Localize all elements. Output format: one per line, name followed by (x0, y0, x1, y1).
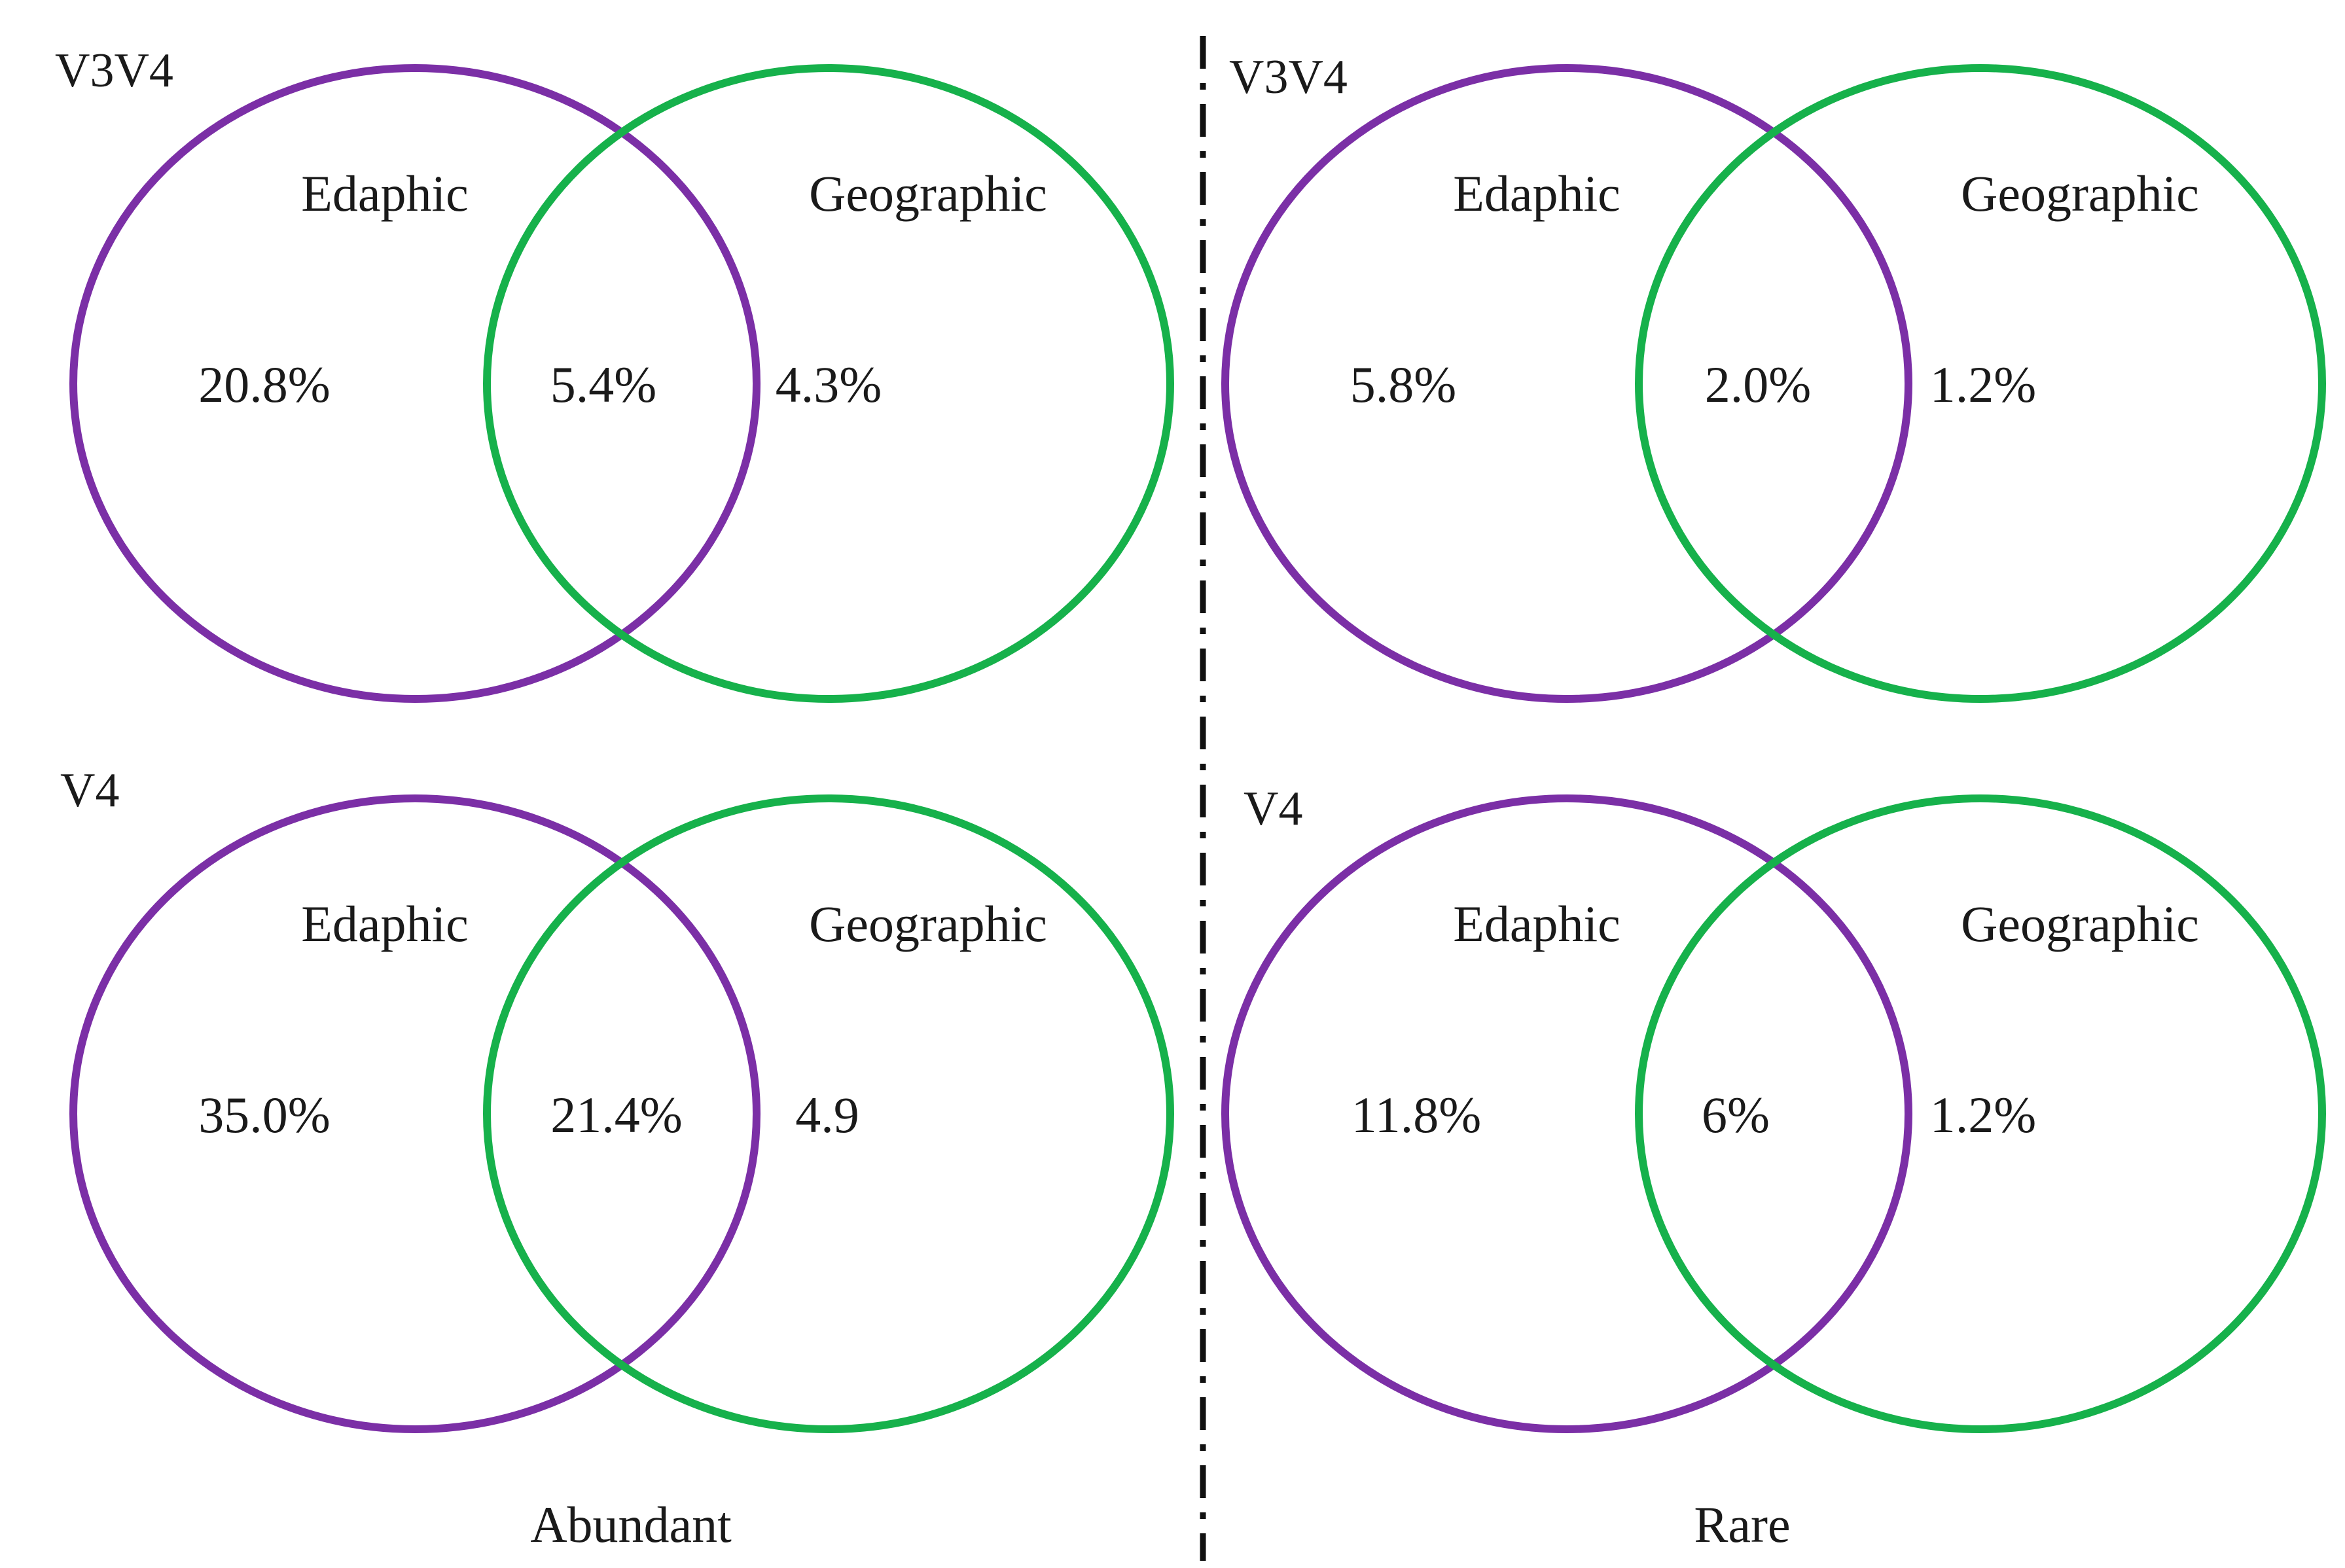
venn-panel-v3v4-rare: V3V4 Edaphic Geographic 5.8% 2.0% 1.2% (1221, 50, 2326, 703)
edaphic-circle (69, 794, 761, 1433)
set-a-label: Edaphic (1453, 165, 1620, 222)
set-a-label: Edaphic (301, 895, 469, 952)
overlap-value: 2.0% (1705, 356, 1811, 413)
edaphic-circle (1221, 794, 1912, 1433)
footer-abundant: Abundant (530, 1496, 732, 1553)
geographic-circle (1635, 794, 2326, 1433)
geographic-circle (483, 64, 1174, 703)
panel-tag: V3V4 (55, 44, 173, 98)
geographic-circle (1635, 64, 2326, 703)
only-a-value: 20.8% (198, 356, 330, 413)
panel-tag: V4 (1244, 782, 1302, 836)
set-b-label: Geographic (1961, 165, 2199, 222)
only-a-value: 35.0% (198, 1086, 330, 1143)
only-b-value: 4.3% (776, 356, 882, 413)
overlap-value: 21.4% (550, 1086, 682, 1143)
geographic-circle (483, 794, 1174, 1433)
venn-panel-v4-abundant: V4 Edaphic Geographic 35.0% 21.4% 4.9 (60, 764, 1174, 1433)
venn-panel-v3v4-abundant: V3V4 Edaphic Geographic 20.8% 5.4% 4.3% (55, 44, 1174, 703)
set-a-label: Edaphic (301, 165, 469, 222)
set-b-label: Geographic (809, 895, 1047, 952)
only-a-value: 5.8% (1350, 356, 1456, 413)
footer-rare: Rare (1694, 1496, 1790, 1553)
set-b-label: Geographic (1961, 895, 2199, 952)
overlap-value: 6% (1702, 1086, 1770, 1143)
venn-panel-v4-rare: V4 Edaphic Geographic 11.8% 6% 1.2% (1221, 782, 2326, 1433)
edaphic-circle (1221, 64, 1912, 703)
only-b-value: 1.2% (1930, 356, 2036, 413)
set-a-label: Edaphic (1453, 895, 1620, 952)
overlap-value: 5.4% (550, 356, 656, 413)
edaphic-circle (69, 64, 761, 703)
only-b-value: 4.9 (795, 1086, 859, 1143)
panel-tag: V4 (60, 764, 119, 817)
set-b-label: Geographic (809, 165, 1047, 222)
only-a-value: 11.8% (1352, 1086, 1482, 1143)
panel-tag: V3V4 (1229, 50, 1348, 104)
only-b-value: 1.2% (1930, 1086, 2036, 1143)
